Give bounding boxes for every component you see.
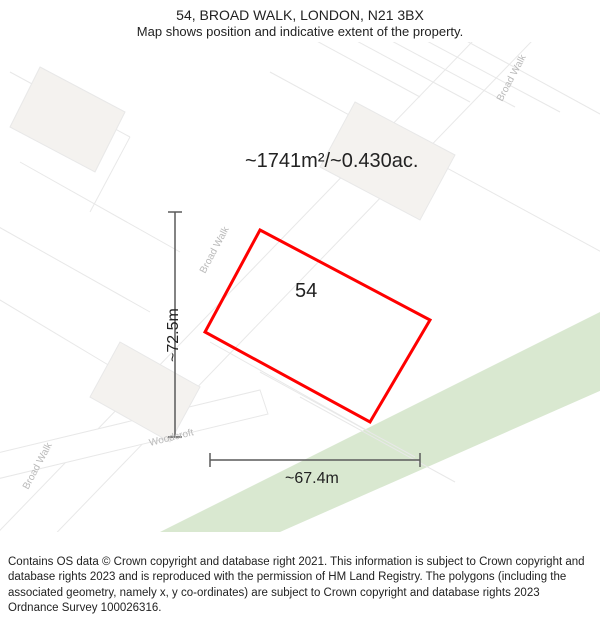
page-subtitle: Map shows position and indicative extent… — [10, 24, 590, 41]
parcel-line — [20, 162, 180, 252]
parcel-line — [0, 282, 120, 372]
page-title: 54, BROAD WALK, LONDON, N21 3BX — [10, 6, 590, 24]
width-dim-label: ~67.4m — [285, 470, 339, 488]
map-canvas: Broad WalkBroad WalkBroad WalkWoodcroft … — [0, 42, 600, 532]
header: 54, BROAD WALK, LONDON, N21 3BX Map show… — [0, 0, 600, 43]
parcel-line — [0, 222, 150, 312]
street-label: Broad Walk — [198, 224, 232, 275]
plot-number: 54 — [295, 280, 317, 303]
building-footprint — [10, 67, 125, 172]
copyright-footer: Contains OS data © Crown copyright and d… — [0, 549, 600, 625]
height-dim-label: ~72.5m — [165, 308, 183, 362]
area-label: ~1741m²/~0.430ac. — [245, 150, 418, 173]
parcel-line — [300, 42, 420, 97]
